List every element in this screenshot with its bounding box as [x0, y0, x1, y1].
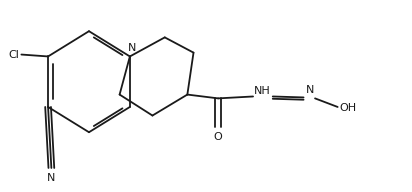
Text: N: N — [128, 43, 136, 53]
Text: N: N — [306, 84, 314, 95]
Text: O: O — [214, 132, 222, 142]
Text: N: N — [47, 173, 56, 183]
Text: Cl: Cl — [9, 50, 19, 60]
Text: OH: OH — [339, 103, 356, 113]
Text: NH: NH — [254, 85, 271, 96]
